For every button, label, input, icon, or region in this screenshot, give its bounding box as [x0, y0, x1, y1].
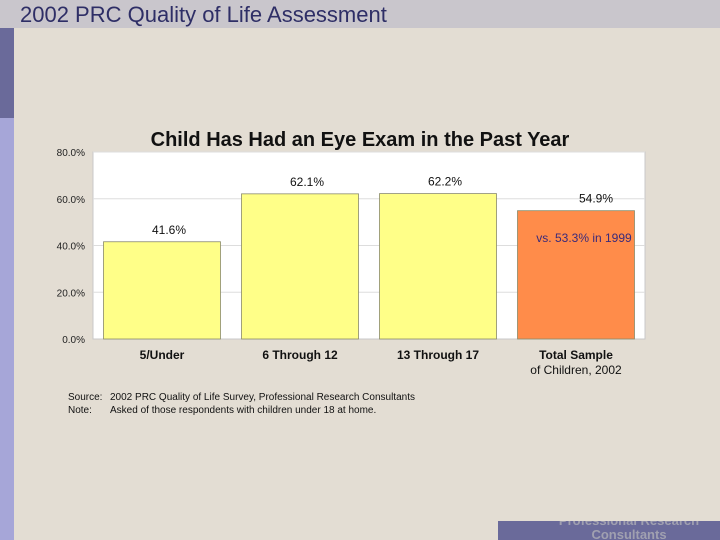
footer-brand: Professional Research Consultants	[559, 521, 699, 540]
left-accent-bar-dark	[0, 28, 14, 118]
slide-title: 2002 PRC Quality of Life Assessment	[20, 2, 387, 27]
source-text: 2002 PRC Quality of Life Survey, Profess…	[110, 392, 415, 403]
bar-value-label: 62.1%	[290, 175, 324, 189]
comparison-annotation: vs. 53.3% in 1999	[536, 231, 632, 245]
x-category-label: Total Sample	[539, 348, 613, 362]
left-accent-bar-light	[0, 118, 14, 540]
bar-value-label: 62.2%	[428, 175, 462, 189]
y-tick-label: 40.0%	[57, 242, 85, 253]
bar	[517, 210, 635, 340]
source-note: Source: 2002 PRC Quality of Life Survey, …	[68, 392, 415, 403]
y-tick-label: 80.0%	[57, 148, 85, 159]
bar-value-label: 54.9%	[579, 192, 613, 206]
source-label: Source:	[68, 392, 103, 403]
x-category-label: of Children, 2002	[530, 363, 622, 377]
bar	[379, 193, 497, 340]
chart-title: Child Has Had an Eye Exam in the Past Ye…	[151, 129, 570, 151]
note-label: Note:	[68, 405, 92, 416]
footer-bar: Professional Research Consultants	[498, 521, 720, 540]
y-tick-label: 0.0%	[62, 335, 85, 346]
y-tick-label: 20.0%	[57, 288, 85, 299]
x-category-label: 6 Through 12	[262, 348, 338, 362]
bar	[103, 241, 221, 340]
note-text: Asked of those respondents with children…	[110, 405, 377, 416]
x-category-label: 13 Through 17	[397, 348, 479, 362]
bar	[241, 193, 359, 340]
y-tick-label: 60.0%	[57, 195, 85, 206]
x-category-label: 5/Under	[140, 348, 185, 362]
respondent-note: Note: Asked of those respondents with chi…	[68, 405, 376, 416]
bar-value-label: 41.6%	[152, 223, 186, 237]
slide-title-bar: 2002 PRC Quality of Life Assessment	[0, 0, 720, 28]
